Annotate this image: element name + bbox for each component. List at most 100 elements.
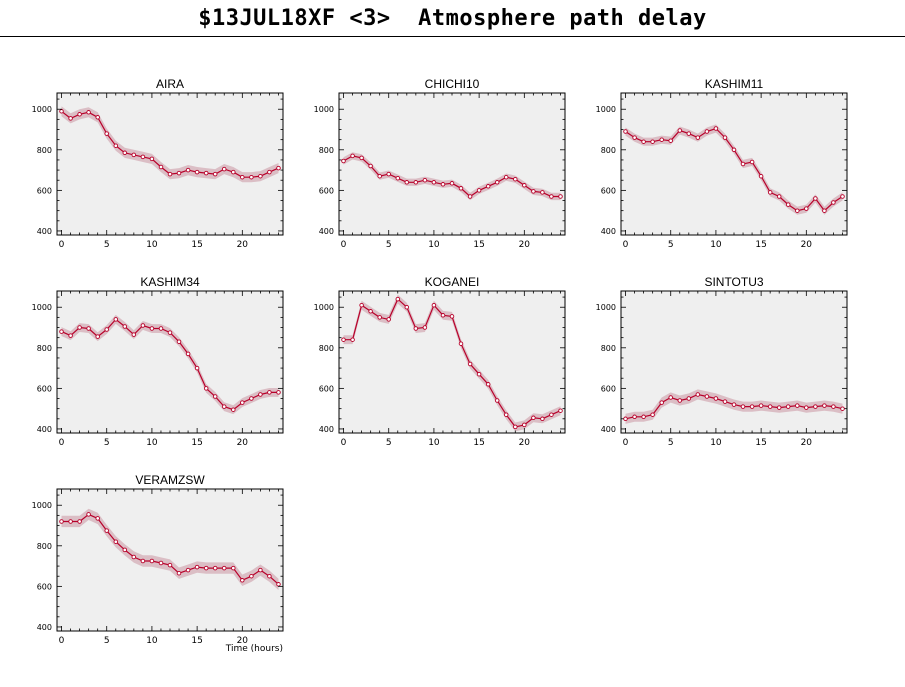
data-point xyxy=(140,558,146,564)
data-point xyxy=(249,396,254,401)
data-point xyxy=(513,176,518,182)
data-point xyxy=(158,164,164,170)
x-tick-label: 20 xyxy=(237,438,249,448)
data-point xyxy=(185,351,191,357)
y-tick-label: 800 xyxy=(37,542,52,551)
data-point xyxy=(686,131,692,136)
data-point xyxy=(522,183,527,188)
panel-title: CHICHI10 xyxy=(425,77,480,91)
x-tick-label: 20 xyxy=(519,438,531,448)
data-point xyxy=(104,528,109,533)
data-point xyxy=(212,394,218,399)
data-point xyxy=(785,202,791,207)
x-tick-label: 0 xyxy=(623,240,629,250)
x-tick-label: 10 xyxy=(710,438,722,448)
data-point xyxy=(167,171,173,177)
y-tick-label: 400 xyxy=(601,425,616,434)
x-tick-label: 5 xyxy=(386,240,392,250)
panel-title: KOGANEI xyxy=(425,275,480,289)
x-tick-label: 0 xyxy=(59,438,65,448)
data-point xyxy=(558,408,563,413)
data-point xyxy=(767,190,773,195)
data-point xyxy=(404,304,410,310)
data-point xyxy=(758,173,764,179)
data-point xyxy=(212,171,218,177)
data-point xyxy=(131,152,137,158)
data-point xyxy=(221,404,227,409)
data-point xyxy=(95,516,100,521)
y-tick-label: 600 xyxy=(601,186,616,195)
y-tick-label: 600 xyxy=(319,384,334,393)
data-point xyxy=(704,129,710,134)
data-point xyxy=(623,129,628,134)
data-point xyxy=(276,165,281,171)
x-tick-label: 10 xyxy=(146,438,158,448)
data-point xyxy=(176,170,182,176)
data-point xyxy=(395,296,401,302)
data-point xyxy=(795,208,800,213)
data-point xyxy=(122,150,128,156)
y-tick-label: 1000 xyxy=(314,303,334,312)
y-tick-label: 600 xyxy=(37,186,52,195)
data-point xyxy=(540,190,545,195)
data-point xyxy=(95,334,100,339)
data-point xyxy=(221,565,227,571)
data-point xyxy=(341,337,346,342)
data-point xyxy=(813,196,818,201)
data-point xyxy=(258,173,263,179)
panel-chichi10: 0 5 10 15 20 400 600 800 1000 CHICHI10 xyxy=(314,77,566,250)
plot-area xyxy=(57,291,283,433)
y-tick-label: 400 xyxy=(601,227,616,236)
data-point xyxy=(668,138,673,143)
data-point xyxy=(167,330,173,335)
data-point xyxy=(549,194,554,199)
x-tick-label: 20 xyxy=(519,240,531,250)
data-point xyxy=(467,194,473,199)
panel-koganei: 0 5 10 15 20 400 600 800 1000 KOGANEI xyxy=(314,275,566,448)
panel-aira: 0 5 10 15 20 400 600 800 1000 AIRA xyxy=(32,77,284,250)
data-point xyxy=(167,562,173,568)
panel-title: KASHIM34 xyxy=(140,275,200,289)
data-point xyxy=(822,208,827,213)
data-point xyxy=(713,126,719,131)
x-tick-label: 10 xyxy=(146,240,158,250)
data-point xyxy=(122,324,128,329)
data-point xyxy=(650,139,655,144)
data-point xyxy=(549,412,554,417)
data-point xyxy=(731,402,737,407)
x-tick-label: 10 xyxy=(428,240,440,250)
data-point xyxy=(149,558,155,564)
data-point xyxy=(185,567,191,573)
data-point xyxy=(413,326,419,331)
x-tick-label: 20 xyxy=(801,438,813,448)
data-point xyxy=(641,139,646,144)
data-point xyxy=(804,206,809,211)
data-point xyxy=(131,554,137,560)
x-tick-label: 5 xyxy=(668,438,674,448)
data-point xyxy=(113,143,119,148)
data-point xyxy=(641,414,646,420)
y-tick-label: 600 xyxy=(37,582,52,591)
data-point xyxy=(449,314,455,319)
data-point xyxy=(350,337,355,342)
data-point xyxy=(494,398,500,403)
data-point xyxy=(476,371,482,377)
data-point xyxy=(386,317,391,322)
data-point xyxy=(831,404,836,409)
y-tick-label: 1000 xyxy=(32,105,52,114)
data-point xyxy=(386,171,391,177)
data-point xyxy=(476,188,482,193)
y-tick-label: 800 xyxy=(319,344,334,353)
y-tick-label: 800 xyxy=(601,344,616,353)
data-point xyxy=(749,404,755,409)
y-tick-label: 800 xyxy=(601,146,616,155)
data-point xyxy=(531,189,536,194)
data-point xyxy=(659,137,664,142)
data-point xyxy=(59,329,64,334)
data-point xyxy=(149,156,155,162)
x-tick-label: 15 xyxy=(191,636,202,646)
x-tick-label: 15 xyxy=(473,438,484,448)
data-point xyxy=(276,390,281,395)
data-point xyxy=(668,395,673,400)
x-tick-label: 5 xyxy=(104,240,110,250)
